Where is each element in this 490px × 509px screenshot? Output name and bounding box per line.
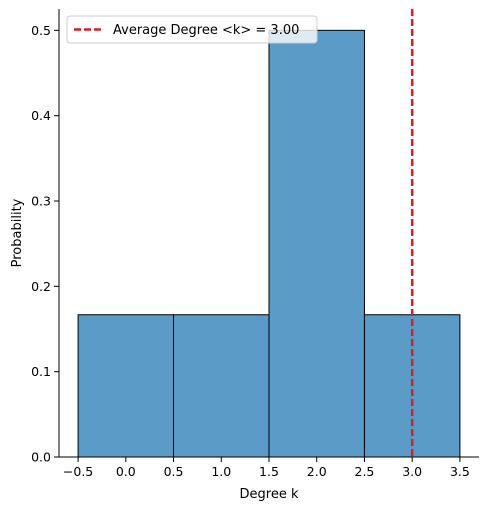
legend-label: Average Degree <k> = 3.00 — [113, 23, 299, 38]
x-axis-label: Degree k — [240, 487, 299, 502]
y-ticks: 0.0 0.1 0.2 0.3 0.4 0.5 — [31, 23, 59, 465]
y-tick-label: 0.5 — [31, 23, 51, 38]
legend: Average Degree <k> = 3.00 — [66, 15, 318, 44]
y-tick-label: 0.3 — [31, 194, 51, 209]
histogram-bar-1 — [173, 314, 270, 458]
y-tick-label: 0.4 — [31, 108, 51, 123]
y-tick-label: 0.0 — [31, 450, 51, 465]
legend-box — [66, 15, 318, 44]
y-tick-label: 0.1 — [31, 364, 51, 379]
x-tick-label: 3.0 — [402, 464, 422, 479]
x-tick-label: 2.0 — [307, 464, 327, 479]
x-tick-label: 1.5 — [259, 464, 279, 479]
histogram-bar-2 — [268, 29, 365, 458]
y-tick-label: 0.2 — [31, 279, 51, 294]
bars-layer — [77, 29, 461, 458]
x-tick-label: 1.0 — [211, 464, 231, 479]
y-axis-label: Probability — [10, 198, 25, 267]
x-tick-label: 3.5 — [450, 464, 470, 479]
x-tick-label: 0.5 — [164, 464, 184, 479]
x-tick-label: 0.0 — [116, 464, 136, 479]
x-tick-label: −0.5 — [63, 464, 93, 479]
x-ticks: −0.5 0.0 0.5 1.0 1.5 2.0 2.5 3.0 3.5 — [63, 457, 470, 479]
histogram-bar-0 — [77, 314, 175, 458]
x-tick-label: 2.5 — [355, 464, 375, 479]
